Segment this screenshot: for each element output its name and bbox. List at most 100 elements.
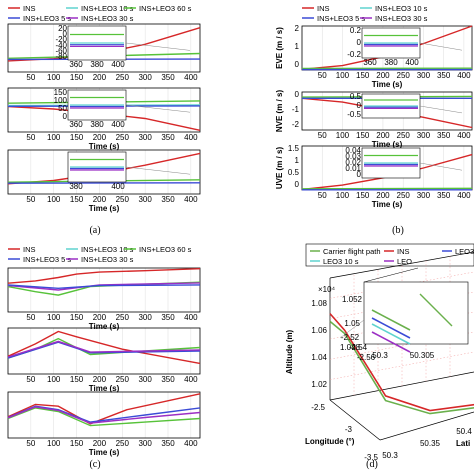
x-tick-label: 150	[70, 375, 84, 384]
inset-y-tick: 0.5	[350, 92, 362, 101]
legend-item: INS	[8, 245, 36, 254]
x-tick-label: 250	[116, 195, 130, 204]
inset-x-tick: 400	[111, 120, 125, 129]
x-tick-label: 350	[161, 439, 175, 448]
x-tick-label: -3	[345, 425, 353, 434]
inset-x-tick: 400	[111, 182, 125, 191]
x-tick-label: 250	[397, 191, 411, 200]
inset-y-tick: -0.5	[347, 110, 361, 119]
inset-y-tick: 0	[357, 101, 362, 110]
legend-item: INS	[384, 247, 410, 256]
x-tick-label: -3.5	[364, 453, 378, 462]
inset-y-tick: 50.3	[372, 351, 388, 360]
chart-panel-d: Carrier flight path INS LEO3 5 s LEO3 10 s L…	[285, 243, 474, 470]
legend-item: INS+LEO3 30 s	[360, 14, 428, 23]
x-tick-label: 300	[138, 439, 152, 448]
inset-x-tick: -2.54	[349, 343, 368, 352]
plot-area	[7, 23, 201, 73]
subplot: 50 100 150 200 250 300 350 400 1.5 1 0.5 0 UVE (m / …	[275, 144, 473, 209]
x-tick-label: 300	[138, 133, 152, 142]
inset-x-tick: 400	[111, 60, 125, 69]
x-tick-label: 350	[161, 195, 175, 204]
y-tick-label: -2	[292, 120, 300, 129]
x-tick-label: 400	[457, 131, 471, 140]
legend-label: INS	[23, 4, 36, 13]
y-tick-label: 0	[295, 90, 300, 99]
legend-label: INS+LEO3 5 s	[23, 255, 71, 264]
grid-line	[329, 351, 474, 380]
x-tick-label: 350	[437, 191, 451, 200]
x-axis-label: Time (s)	[89, 142, 120, 151]
inset-connector	[419, 105, 463, 114]
x-tick-label: 50	[26, 133, 35, 142]
x-tick-label: 150	[70, 133, 84, 142]
y-axis-label: EVE (m / s)	[275, 27, 284, 69]
x-axis-label: Time (s)	[89, 322, 120, 331]
legend-label: INS+LEO3 30 s	[81, 255, 134, 264]
x-tick-label: 200	[93, 133, 107, 142]
plot-area	[7, 149, 201, 195]
inset-connector	[125, 166, 191, 175]
legend-label: Carrier flight path	[323, 247, 381, 256]
x-tick-label: 100	[47, 73, 61, 82]
legend-item: INS+LEO3 10 s	[66, 4, 134, 13]
x-tick-label: 300	[138, 313, 152, 322]
y-tick-label: 1.5	[288, 144, 300, 153]
inset-y-tick: -40	[55, 41, 67, 50]
legend-item: INS+LEO3 30 s	[66, 14, 134, 23]
legend-item: INS+LEO3 30 s	[66, 255, 134, 264]
legend-label: INS+LEO3 30 s	[81, 14, 134, 23]
z-tick-label: 1.08	[311, 299, 327, 308]
inset-y-tick: 100	[54, 96, 68, 105]
z-exponent: ×10⁴	[318, 285, 336, 294]
inset-z-tick: 1.052	[342, 295, 363, 304]
inset-trajectory	[371, 323, 411, 345]
inset-y-tick: -80	[55, 52, 67, 61]
inset-z-tick: 1.05	[344, 319, 360, 328]
inset-area	[363, 281, 469, 345]
legend-label: INS	[397, 247, 410, 256]
inset: 0.50-0.5	[347, 92, 421, 119]
legend-item: INS+LEO3 5 s	[302, 14, 365, 23]
x-tick-label: 100	[47, 195, 61, 204]
inset-connector	[419, 42, 463, 51]
plot-area	[7, 87, 201, 133]
panel-caption: (d)	[366, 459, 378, 470]
x-tick-label: 150	[356, 191, 370, 200]
inset-y-tick: 0	[63, 112, 68, 121]
inset-x-tick: 380	[90, 60, 104, 69]
x-tick-label: 100	[47, 439, 61, 448]
x-tick-label: 400	[184, 73, 198, 82]
y-axis-label: UVE (m / s)	[275, 147, 284, 190]
legend-item: INS	[8, 4, 36, 13]
legend-item: INS	[302, 4, 330, 13]
x-tick-label: 150	[356, 71, 370, 80]
x-axis-label: Longitude (°)	[305, 437, 355, 446]
x-tick-label: 50	[26, 439, 35, 448]
inset-connector	[339, 319, 365, 339]
inset-connector	[419, 162, 463, 171]
legend-label: INS+LEO3 5 s	[317, 14, 365, 23]
y-tick-label: 50.3	[382, 451, 398, 460]
panel-caption: (c)	[89, 459, 100, 470]
inset-connector	[125, 42, 191, 51]
chart-panel-a: INS INS+LEO3 10 s INS+LEO3 60 s INS+LEO3 5 …	[7, 4, 201, 236]
x-tick-label: 300	[417, 191, 431, 200]
x-tick-label: 50	[26, 195, 35, 204]
x-tick-label: 200	[93, 313, 107, 322]
inset: 0.040.030.020.010	[345, 146, 421, 179]
x-tick-label: 400	[184, 133, 198, 142]
axis-edge	[379, 411, 474, 441]
x-tick-label: 250	[397, 71, 411, 80]
x-tick-label: 100	[336, 131, 350, 140]
legend-label: INS+LEO3 10 s	[81, 4, 134, 13]
x-tick-label: 350	[437, 131, 451, 140]
x-tick-label: 150	[70, 313, 84, 322]
x-tick-label: 200	[376, 71, 390, 80]
x-tick-label: 100	[47, 375, 61, 384]
subplot: 50 100 150 200 250 300 350 400200-20-40-60-8036…	[7, 23, 201, 82]
series-line	[301, 187, 473, 190]
x-tick-label: 400	[184, 439, 198, 448]
